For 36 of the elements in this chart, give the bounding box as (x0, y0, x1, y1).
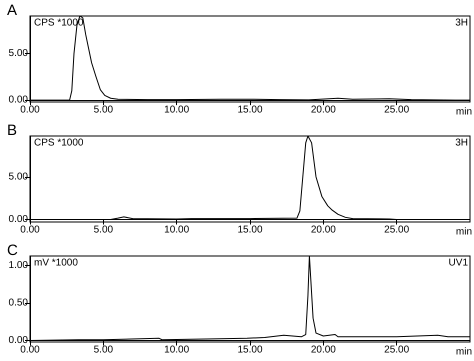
x-tick-label: 10.00 (164, 104, 190, 116)
x-axis-title: min (456, 106, 472, 118)
x-tick-label: 10.00 (164, 224, 190, 236)
annotation: mV *1000 (34, 258, 78, 268)
chart-title: C (7, 242, 18, 259)
x-axis-title: min (456, 226, 472, 238)
x-tick-label: 20.00 (310, 344, 336, 356)
x-tick-label: 10.00 (164, 344, 190, 356)
x-tick-label: 0.00 (20, 104, 40, 116)
y-tick-label: 0.00 (8, 214, 28, 225)
y-tick-label: 1.00 (8, 260, 28, 272)
y-tick-label: 5.00 (8, 48, 28, 59)
x-axis-title: min (456, 346, 472, 358)
x-tick-label: 5.00 (94, 224, 114, 236)
y-tick-label: 0.00 (8, 335, 28, 346)
chart-title: B (7, 122, 18, 139)
y-tick-label: 5.00 (8, 171, 28, 182)
annotation: UV1 (448, 258, 468, 268)
x-tick-label: 15.00 (237, 224, 263, 236)
x-tick-label: 5.00 (94, 344, 114, 356)
x-tick-label: 0.00 (20, 344, 40, 356)
x-tick-label: 25.00 (384, 104, 410, 116)
x-tick-label: 0.00 (20, 224, 40, 236)
x-tick-label: 25.00 (384, 344, 410, 356)
x-tick-label: 25.00 (384, 224, 410, 236)
x-tick-label: 15.00 (237, 344, 263, 356)
annotation: 3H (455, 138, 468, 148)
x-tick-label: 15.00 (237, 104, 263, 116)
annotation: CPS *1000 (34, 138, 84, 148)
x-tick-label: 5.00 (94, 104, 114, 116)
y-tick-label: 0.50 (8, 298, 28, 309)
y-tick-label: 0.00 (8, 94, 28, 106)
x-tick-label: 20.00 (310, 104, 336, 116)
annotation: 3H (455, 18, 468, 28)
x-tick-label: 20.00 (310, 224, 336, 236)
chart-title: A (7, 2, 18, 19)
